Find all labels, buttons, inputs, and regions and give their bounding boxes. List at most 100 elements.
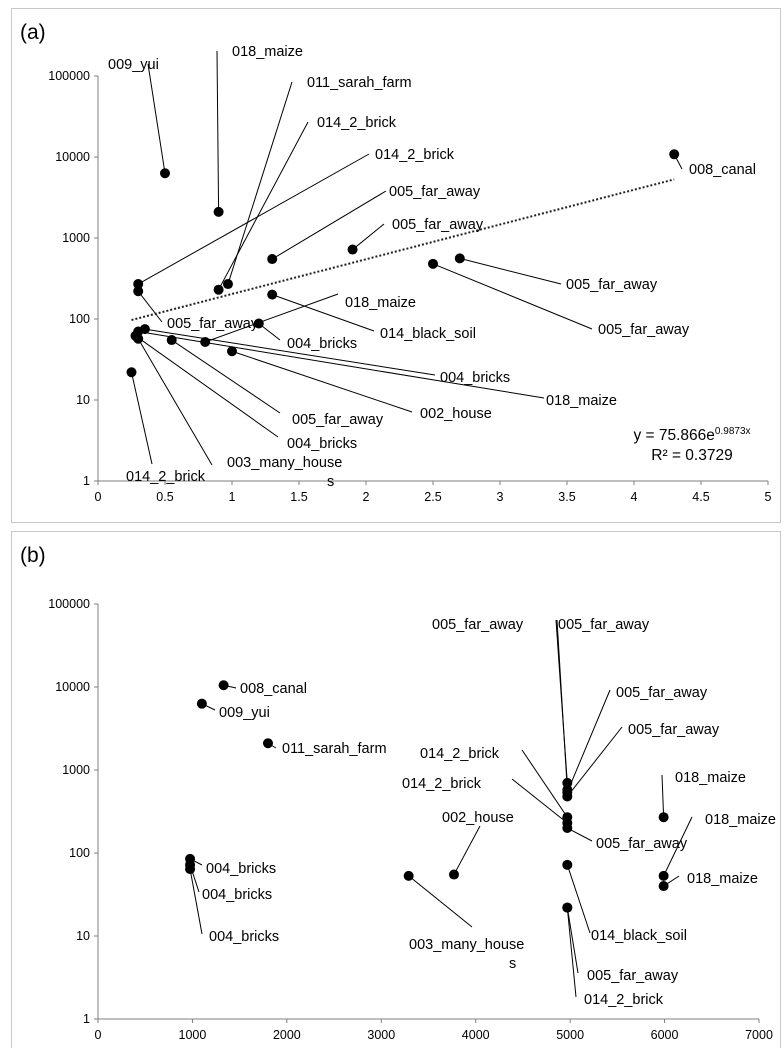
- chart-panel-b: (b) 1 10 100 1000 10000 100000 0 1000 2000 3000 40…: [11, 531, 781, 1048]
- leader-line: [137, 290, 163, 323]
- point-label: 008_canal: [689, 162, 756, 178]
- data-point: [267, 289, 278, 300]
- x-tick-label: 0: [95, 1028, 102, 1042]
- y-tick-label: 1: [83, 1012, 90, 1026]
- data-point: [658, 881, 669, 892]
- point-label: 009_yui: [219, 705, 270, 721]
- point-label: 005_far_away: [389, 184, 481, 200]
- x-tick-label: 5: [765, 490, 772, 504]
- x-tick-label: 7000: [745, 1028, 773, 1042]
- leader-line: [511, 778, 568, 824]
- y-tick-label: 10: [76, 929, 90, 943]
- x-tick-label: 1000: [179, 1028, 207, 1042]
- y-tick-label: 10: [76, 393, 90, 407]
- leader-line: [271, 190, 387, 260]
- x-tick-label: 5000: [556, 1028, 584, 1042]
- leader-line: [408, 875, 473, 928]
- x-tick-label: 3000: [367, 1028, 395, 1042]
- point-label: 005_far_away: [558, 617, 650, 633]
- data-point: [562, 859, 573, 870]
- leader-line: [218, 121, 309, 290]
- point-label: 005_far_away: [596, 836, 688, 852]
- leader-line: [171, 339, 281, 414]
- equation-formula: y = 75.866e0.9873x: [612, 422, 772, 446]
- equation-base: y = 75.866e: [633, 427, 715, 444]
- y-tick-label: 100000: [48, 69, 90, 83]
- data-point: [669, 149, 680, 160]
- data-point: [133, 279, 144, 290]
- point-label: 004_bricks: [287, 436, 357, 452]
- leader-line: [566, 907, 579, 974]
- point-label: 014_2_brick: [584, 992, 664, 1008]
- x-tick-label: 4000: [462, 1028, 490, 1042]
- leader-line: [131, 372, 153, 465]
- point-label: 018_maize: [705, 812, 776, 828]
- point-label: 005_far_away: [566, 277, 658, 293]
- leader-line: [566, 864, 591, 934]
- panel-label-b: (b): [20, 544, 46, 567]
- point-label: 005_far_away: [432, 617, 524, 633]
- point-label: 002_house: [420, 406, 492, 422]
- point-label: 009_yui: [108, 57, 159, 73]
- x-tick-label: 6000: [651, 1028, 679, 1042]
- chart-a-svg: 1 10 100 1000 10000 100000 0 0.5 1 1.5 2 2.5 3 3.5 4 4.…: [48, 44, 772, 504]
- x-tick-label: 2000: [273, 1028, 301, 1042]
- y-tick-label: 100: [69, 312, 90, 326]
- point-label: 005_far_away: [292, 412, 384, 428]
- point-label: 005_far_away: [628, 722, 720, 738]
- data-point: [133, 286, 144, 297]
- data-point: [213, 284, 224, 295]
- data-point: [166, 335, 177, 346]
- point-label: 014_black_soil: [380, 326, 476, 342]
- y-tick-label: 10000: [55, 150, 90, 164]
- data-point: [213, 206, 224, 217]
- point-label: 003_many_house s: [409, 937, 524, 972]
- point-label: 003_many_house s: [227, 455, 342, 490]
- point-label: 018_maize: [687, 871, 758, 887]
- equation-r2: R² = 0.3729: [651, 447, 733, 464]
- x-tick-label: 4.5: [692, 490, 709, 504]
- leader-line: [227, 81, 293, 285]
- y-tick-label: 100: [69, 846, 90, 860]
- data-point: [403, 870, 414, 881]
- data-point: [562, 902, 573, 913]
- leader-line: [453, 825, 481, 875]
- point-label: 005_far_away: [587, 968, 679, 984]
- data-point: [253, 318, 264, 329]
- data-point: [448, 869, 459, 880]
- data-point: [222, 279, 233, 290]
- point-label: 014_2_brick: [126, 469, 206, 485]
- leader-line: [566, 726, 623, 797]
- y-tick-label: 1000: [62, 231, 90, 245]
- data-point: [126, 367, 137, 378]
- data-point: [658, 812, 669, 823]
- point-label: 018_maize: [232, 44, 303, 60]
- data-point: [658, 870, 669, 881]
- equation-exponent: 0.9873x: [714, 426, 751, 437]
- x-tick-label: 3.5: [558, 490, 575, 504]
- point-label: 005_far_away: [616, 685, 708, 701]
- point-label: 014_2_brick: [420, 746, 500, 762]
- point-label: 004_bricks: [202, 887, 272, 903]
- data-point: [347, 244, 358, 255]
- data-point: [227, 346, 237, 357]
- data-point: [196, 698, 207, 709]
- leader-line: [135, 335, 279, 438]
- data-point: [562, 791, 573, 802]
- point-label: 004_bricks: [440, 370, 510, 386]
- point-label: 014_2_brick: [375, 147, 455, 163]
- data-point: [185, 864, 196, 875]
- leader-line: [231, 350, 413, 413]
- leader-line: [144, 328, 436, 376]
- point-label: 018_maize: [546, 393, 617, 409]
- leader-line: [352, 223, 385, 250]
- x-tick-label: 0: [95, 490, 102, 504]
- point-label: 011_sarah_farm: [307, 75, 412, 91]
- point-label: 002_house: [442, 810, 514, 826]
- data-point: [133, 333, 144, 344]
- data-point: [218, 680, 229, 691]
- x-tick-label: 2: [363, 490, 370, 504]
- leader-line: [556, 619, 568, 790]
- x-tick-label: 3: [497, 490, 504, 504]
- leader-line: [189, 868, 203, 935]
